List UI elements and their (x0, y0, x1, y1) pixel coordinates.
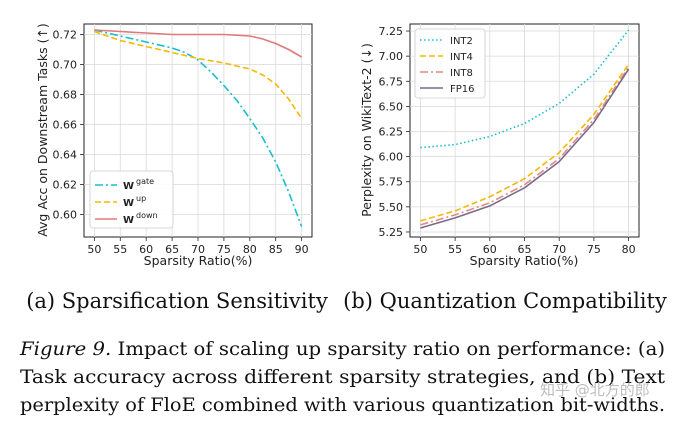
caption-line-1: Figure 9. Impact of scaling up sparsity … (19, 338, 665, 360)
subplot-a: 50 55 60 65 70 75 80 85 90 0.60 0.62 0.64 0.66 0.68 0.… (35, 23, 313, 268)
caption-label: Figure 9. (19, 338, 111, 360)
plot-a-legend-box (89, 170, 174, 229)
caption-line-3: perplexity of FloE combined with various… (20, 394, 665, 416)
b-xtick-label: 75 (587, 243, 601, 256)
a-xtick-label: 65 (165, 243, 179, 256)
plot-a-legend-sup: gate (136, 177, 154, 186)
a-xtick-label: 75 (217, 243, 231, 256)
plot-b-legend-box (414, 28, 486, 99)
plot-a-legend-label: W (123, 198, 134, 209)
a-ytick-label: 0.66 (53, 119, 78, 132)
b-xtick-label: 70 (552, 243, 566, 256)
a-series-gate (94, 29, 303, 227)
a-xtick-label: 60 (139, 243, 153, 256)
subcaption-a: (a) Sparsification Sensitivity (26, 289, 328, 313)
plot-b-legend-label: INT8 (450, 68, 473, 79)
a-xtick-label: 85 (269, 243, 283, 256)
plot-b-ticks: 50 55 60 65 70 75 80 5.25 5.50 5.75 6.00 6.25 6.50 6.… (379, 25, 636, 256)
b-ytick-label: 6.00 (379, 151, 404, 164)
a-series-down (94, 29, 303, 58)
subcaption-b: (b) Quantization Compatibility (343, 289, 667, 313)
plot-b-ylabel: Perplexity on WikiText-2 (↓) (359, 43, 374, 217)
plot-a-legend-label: W (123, 181, 134, 192)
b-xtick-label: 80 (622, 243, 636, 256)
b-ytick-label: 5.25 (379, 226, 404, 239)
plot-a-legend-sup: down (136, 211, 158, 220)
b-series-int4 (420, 63, 630, 222)
a-ytick-label: 0.62 (53, 179, 78, 192)
b-ytick-label: 7.00 (379, 50, 404, 63)
plot-a-legend-sup: up (136, 194, 146, 203)
plot-b-legend-label: FP16 (450, 84, 475, 95)
a-xtick-label: 50 (87, 243, 101, 256)
b-ytick-label: 5.75 (379, 176, 404, 189)
b-ytick-label: 6.75 (379, 75, 404, 88)
a-ytick-label: 0.68 (53, 89, 78, 102)
watermark: 知乎 @北方的郎 (540, 381, 650, 399)
plot-a-ylabel: Avg Acc on Downstream Tasks (↑) (35, 23, 50, 237)
plot-b-legend: INT2 INT4 INT8 FP16 (414, 28, 486, 99)
a-ytick-label: 0.72 (53, 29, 78, 42)
subplot-b: 50 55 60 65 70 75 80 5.25 5.50 5.75 6.00 6.25 6.50 6.… (359, 23, 640, 268)
plot-a-lines (94, 29, 303, 227)
plot-a-legend-label: W (123, 215, 134, 226)
caption-line-2: Task accuracy across different sparsity … (20, 366, 665, 388)
plot-b-lines (420, 29, 630, 229)
b-series-fp16 (420, 68, 630, 229)
b-ytick-label: 6.50 (379, 100, 404, 113)
b-series-int2 (420, 29, 630, 149)
b-xtick-label: 65 (518, 243, 532, 256)
b-ytick-label: 6.25 (379, 126, 404, 139)
a-ytick-label: 0.64 (53, 149, 78, 162)
b-xtick-label: 55 (448, 243, 462, 256)
b-xtick-label: 50 (413, 243, 427, 256)
plot-b-legend-label: INT4 (450, 52, 473, 63)
a-xtick-label: 90 (295, 243, 309, 256)
b-xtick-label: 60 (483, 243, 497, 256)
plot-b-legend-label: INT2 (450, 36, 473, 47)
b-ytick-label: 7.25 (379, 25, 404, 38)
a-xtick-label: 70 (191, 243, 205, 256)
a-xtick-label: 55 (113, 243, 127, 256)
caption-text-1: Impact of scaling up sparsity ratio on p… (111, 338, 665, 360)
a-ytick-label: 0.70 (53, 59, 78, 72)
b-series-int8 (420, 66, 630, 226)
b-ytick-label: 5.50 (379, 201, 404, 214)
plot-b-xlabel: Sparsity Ratio(%) (470, 253, 579, 268)
a-ytick-label: 0.60 (53, 209, 78, 222)
plot-a-xlabel: Sparsity Ratio(%) (144, 253, 253, 268)
a-series-up (94, 30, 303, 119)
plot-a-ticks: 50 55 60 65 70 75 80 85 90 0.60 0.62 0.64 0.66 0.68 0.… (53, 29, 309, 257)
a-xtick-label: 80 (243, 243, 257, 256)
